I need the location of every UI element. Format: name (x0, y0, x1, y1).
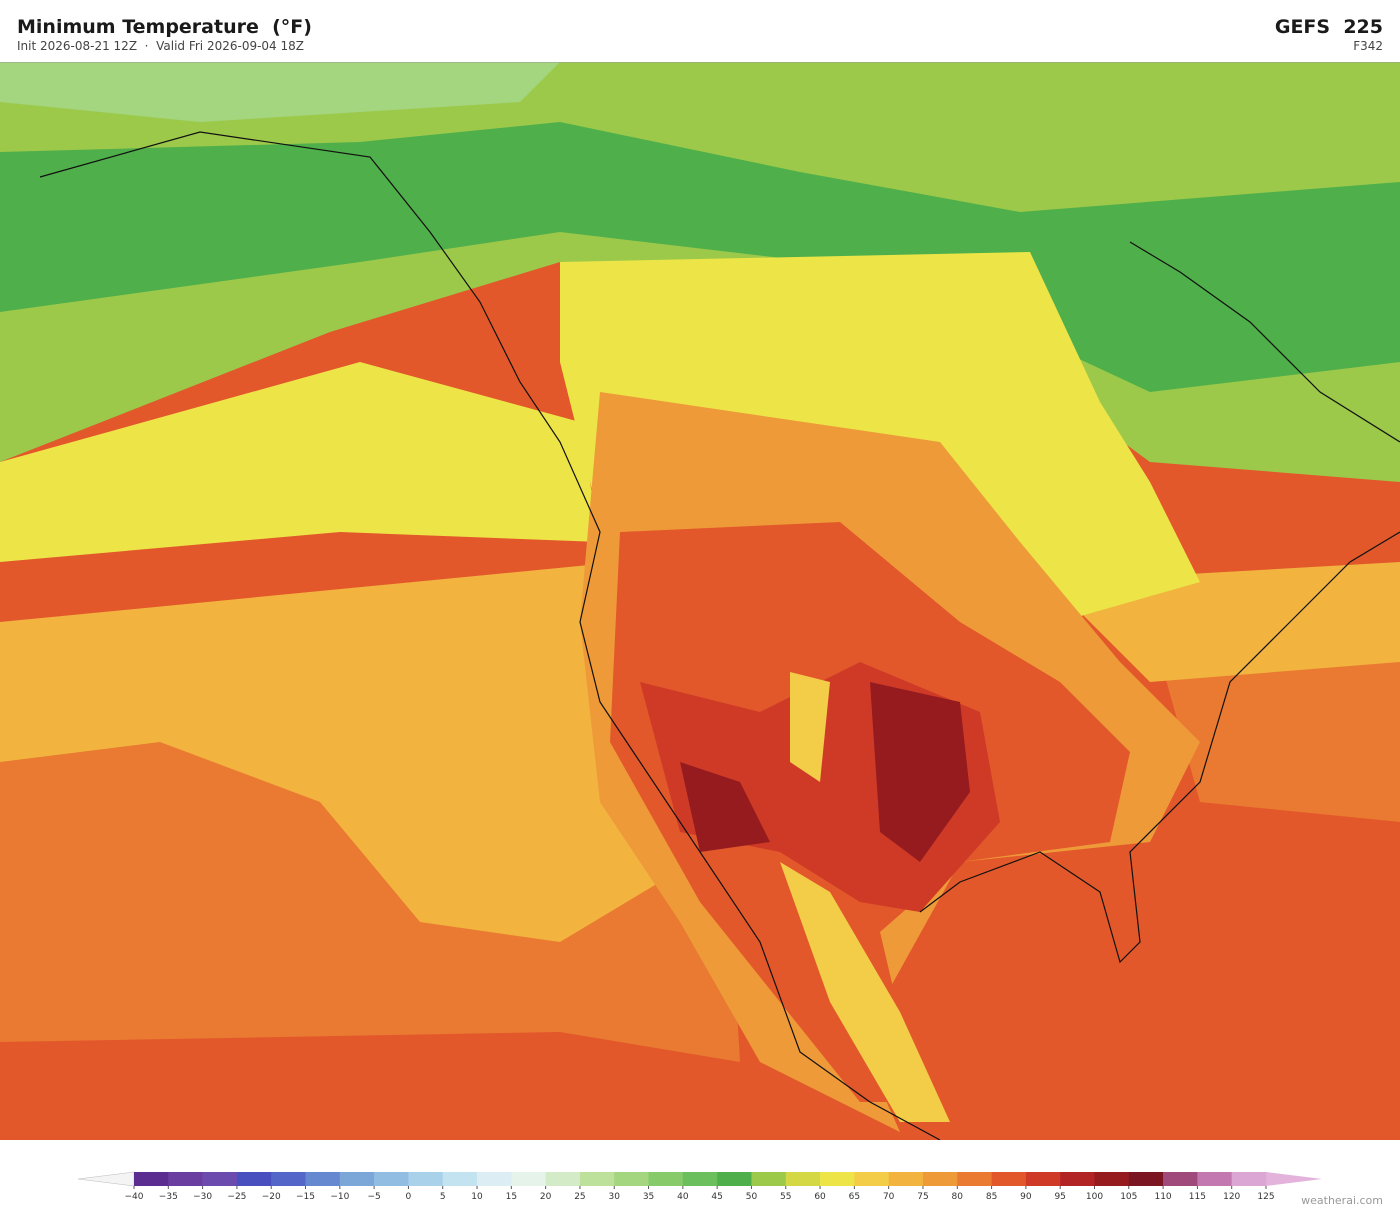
subtitle: Init 2026-08-21 12Z · Valid Fri 2026-09-… (17, 39, 304, 53)
colorbar-tick-label: 120 (1223, 1192, 1240, 1200)
colorbar-segment (511, 1172, 546, 1186)
colorbar-tick-label: −25 (227, 1192, 246, 1200)
colorbar-segment (957, 1172, 992, 1186)
colorbar-segment (236, 1172, 272, 1186)
colorbar-under (77, 1171, 135, 1187)
watermark: weatherai.com (1301, 1194, 1383, 1207)
coastline (39, 131, 1400, 1140)
colorbar-tick-label: 85 (986, 1192, 997, 1200)
colorbar-segment (579, 1172, 615, 1186)
colorbar-segment (1128, 1172, 1164, 1186)
colorbar-tick-label: 25 (574, 1192, 585, 1200)
colorbar-tick-label: −15 (296, 1192, 315, 1200)
colorbar-segment (339, 1172, 375, 1186)
colorbar-segment (134, 1172, 169, 1186)
colorbar-tick-label: 30 (609, 1192, 621, 1200)
colorbar-tick-label: 125 (1257, 1192, 1274, 1200)
colorbar-segment (1094, 1172, 1130, 1186)
colorbar-tick-label: 105 (1120, 1192, 1137, 1200)
region (780, 862, 950, 1122)
colorbar-tick-label: −30 (193, 1192, 212, 1200)
colorbar-tick-label: 70 (883, 1192, 895, 1200)
title: Minimum Temperature (°F) (17, 16, 312, 38)
colorbar-segment (922, 1172, 958, 1186)
colorbar-tick-label: 15 (506, 1192, 517, 1200)
colorbar-tick-label: −35 (159, 1192, 178, 1200)
region (0, 362, 600, 562)
colorbar-tick-label: −10 (330, 1192, 349, 1200)
colorbar-segment (1060, 1172, 1095, 1186)
colorbar-tick-label: 0 (406, 1192, 412, 1200)
map (0, 62, 1400, 1140)
colorbar-tick-label: 35 (643, 1192, 654, 1200)
region (790, 672, 830, 782)
colorbar-tick-label: 10 (471, 1192, 483, 1200)
colorbar-segment (1025, 1172, 1061, 1186)
colorbar-segment (408, 1172, 444, 1186)
colorbar-tick-label: 75 (917, 1192, 928, 1200)
colorbar-segment (854, 1172, 889, 1186)
colorbar-tick-label: 90 (1020, 1192, 1032, 1200)
colorbar-segment (271, 1172, 306, 1186)
region (870, 682, 970, 862)
colorbar: −40 −35 −30 −25 −20 −15 −10 −5 0 5 10 15 20 25 30 35 40 4… (77, 1171, 1322, 1200)
colorbar-over (1266, 1172, 1322, 1186)
colorbar-segment (648, 1172, 684, 1186)
colorbar-tick-label: 50 (746, 1192, 758, 1200)
colorbar-tick-label: −40 (125, 1192, 144, 1200)
colorbar-segment (477, 1172, 512, 1186)
colorbar-segment (168, 1172, 203, 1186)
colorbar-tick-label: 5 (440, 1192, 446, 1200)
colorbar-tick-label: 110 (1154, 1192, 1171, 1200)
colorbar-tick-label: 60 (814, 1192, 826, 1200)
region (0, 562, 660, 942)
colorbar-segment (614, 1172, 649, 1186)
colorbar-segment (545, 1172, 581, 1186)
colorbar-segment (991, 1172, 1027, 1186)
colorbar-segment (1163, 1172, 1198, 1186)
colorbar-tick-label: 115 (1189, 1192, 1206, 1200)
colorbar-segment (202, 1172, 238, 1186)
colorbar-segment (888, 1172, 924, 1186)
region (680, 762, 770, 852)
colorbar-segment (305, 1172, 341, 1186)
colorbar-tick-label: −5 (367, 1192, 380, 1200)
colorbar-segment (682, 1172, 718, 1186)
forecast-hour: F342 (1353, 39, 1383, 53)
colorbar-tick-label: 45 (711, 1192, 722, 1200)
colorbar-tick-label: 80 (952, 1192, 964, 1200)
colorbar-tick-label: 100 (1086, 1192, 1103, 1200)
model-label: GEFS 225 (1274, 16, 1383, 38)
colorbar-tick-label: 55 (780, 1192, 791, 1200)
colorbar-segment (751, 1172, 787, 1186)
colorbar-tick-label: 20 (540, 1192, 552, 1200)
region (0, 62, 560, 122)
colorbar-tick-label: 95 (1054, 1192, 1065, 1200)
colorbar-segment (374, 1172, 409, 1186)
colorbar-segment (442, 1172, 478, 1186)
colorbar-segment (1231, 1172, 1267, 1186)
colorbar-tick-label: 40 (677, 1192, 689, 1200)
colorbar-segment (717, 1172, 752, 1186)
colorbar-segment (820, 1172, 855, 1186)
colorbar-tick-label: 65 (849, 1192, 860, 1200)
colorbar-tick-label: −20 (262, 1192, 281, 1200)
colorbar-segment (1197, 1172, 1232, 1186)
colorbar-segment (785, 1172, 821, 1186)
